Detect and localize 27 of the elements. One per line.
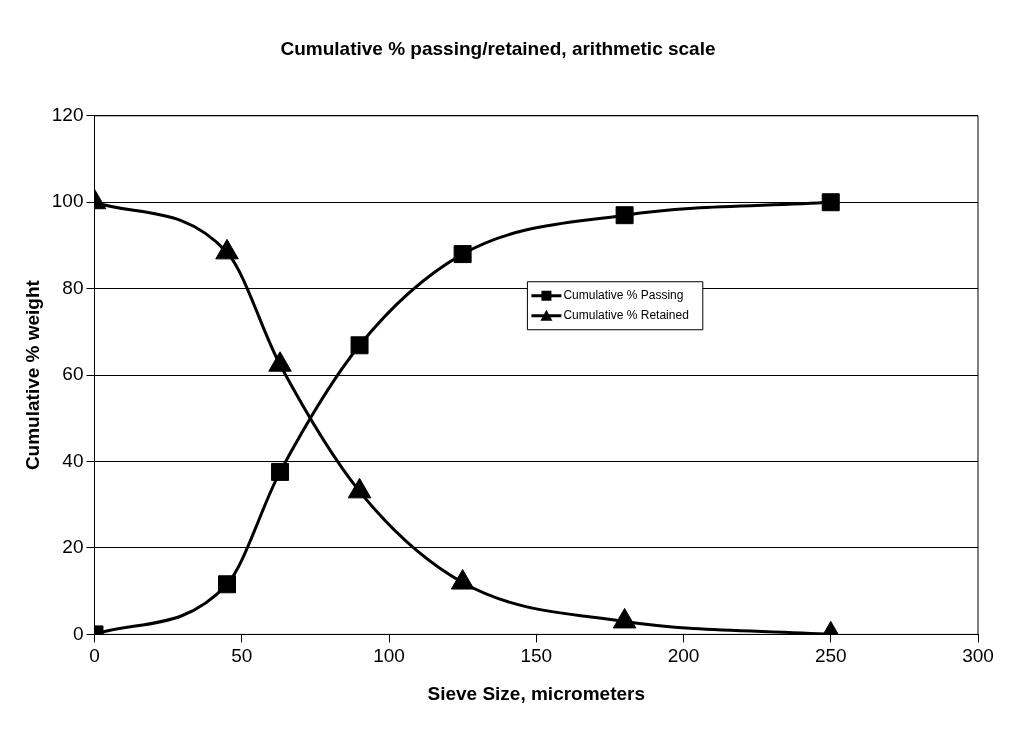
point [612, 607, 637, 629]
x-tick-label: 50 [231, 645, 253, 667]
y-tick-label: 120 [51, 104, 84, 126]
y-tick-label: 100 [51, 190, 84, 212]
point [821, 193, 840, 212]
point [271, 462, 290, 481]
y-tick-label: 80 [62, 276, 84, 298]
point [450, 569, 475, 590]
x-tick-label: 200 [667, 645, 700, 667]
legend-label: Cumulative % Retained [563, 308, 689, 323]
x-tick-label: 250 [814, 645, 847, 667]
x-tick-label: 300 [962, 645, 994, 667]
point [347, 477, 372, 499]
y-tick-label: 40 [62, 449, 84, 471]
x-tick-label: 100 [373, 645, 405, 667]
y-tick-label: 20 [62, 536, 84, 558]
y-axis-title: Cumulative % weight [21, 279, 43, 471]
y-tick-label: 60 [62, 363, 84, 385]
legend-label: Cumulative % Passing [563, 288, 684, 303]
point [615, 206, 634, 225]
y-tick-label: 0 [72, 622, 84, 644]
x-tick-label: 150 [520, 645, 553, 667]
chart-title: Cumulative % passing/retained, arithmetic scale [280, 37, 716, 59]
point [453, 245, 472, 264]
point [350, 336, 369, 355]
x-axis-title: Sieve Size, micrometers [427, 682, 646, 704]
x-tick-label: 0 [89, 645, 100, 667]
